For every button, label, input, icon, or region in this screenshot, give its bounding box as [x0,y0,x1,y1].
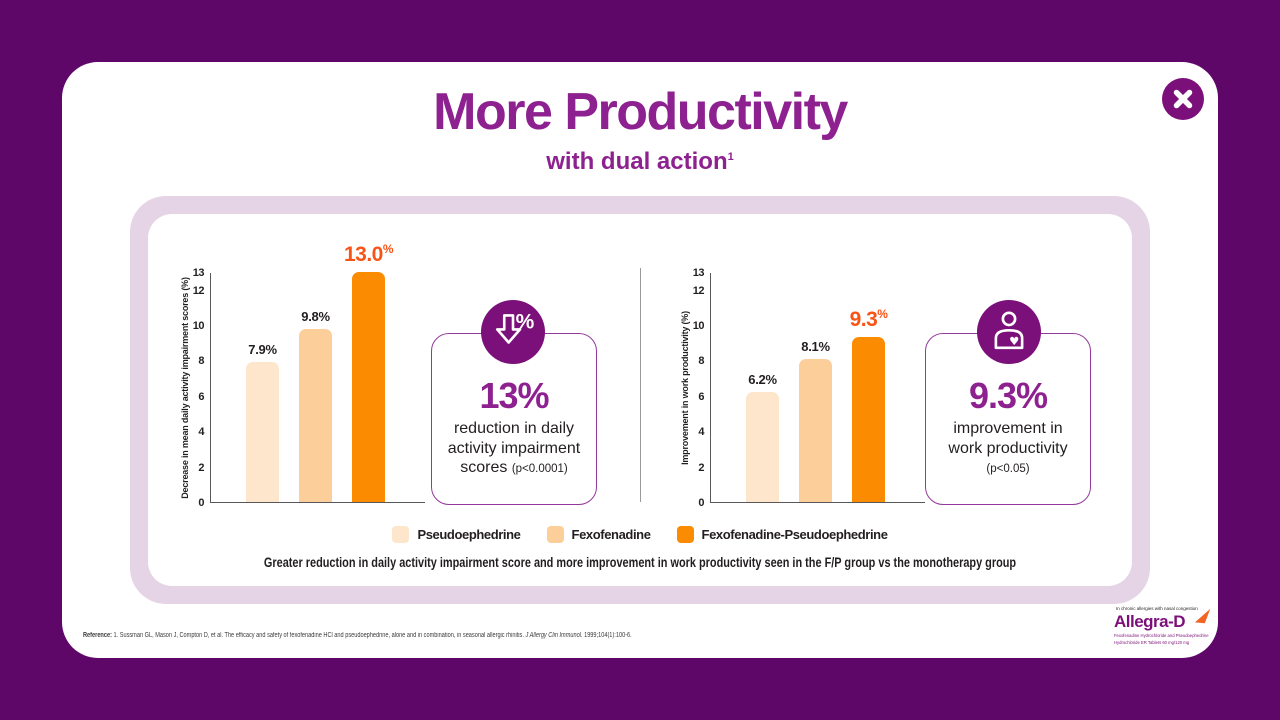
bar-pseudoephedrine [246,362,279,502]
svg-text:♥: ♥ [1009,334,1019,348]
callout-headline: 9.3% [968,375,1048,416]
y-tick-label: 10 [692,320,705,333]
y-tick-label: 2 [698,461,704,474]
svg-text:%: % [516,311,535,334]
close-button[interactable] [1162,78,1204,120]
y-tick-label: 10 [192,320,205,333]
person-heart-icon: ♥ [977,300,1041,364]
page-title: More Productivity [433,83,848,141]
y-tick-label: 8 [698,355,704,368]
y-tick-label: 4 [198,426,204,439]
y-tick-label: 12 [192,284,205,297]
page-subtitle: with dual action1 [62,148,1218,176]
p-value: (p<0.05) [986,463,1030,476]
plot-area: 0 2 4 6 8 10 12 13 7.9% 9.8% 13.0% [193,242,425,509]
bar-value-label: 6.2% [748,372,777,388]
bar-fexofenadine [299,328,332,502]
legend-swatch [392,526,410,543]
logo-subline-2: Hydrochloride ER Tablets 60 mg/120 mg [1114,639,1190,645]
logo-tagline: In chronic allergies with nasal congesti… [1116,606,1198,611]
callout-work-productivity: 9.3% improvement in work productivity (p… [925,333,1091,505]
subtitle-reference-mark: 1 [727,151,734,163]
reference-body: 1. Sussman GL, Mason J, Compton D, et al… [111,632,526,639]
bar-value-label: 13.0% [343,242,394,266]
plot-area: 0 2 4 6 8 10 12 13 6.2% 8.1% 9.3% [693,267,925,509]
bar-value-label: 9.3% [849,307,888,332]
chart-legend: Pseudoephedrine Fexofenadine Fexofenadine-… [62,526,1218,543]
percent-down-icon: % [481,300,545,364]
logo-brand-name: Allegra-D [1114,608,1224,632]
bar-pseudoephedrine [746,392,779,502]
reference-journal: J Allergy Clin Immunol. [525,632,583,639]
bar-value-label: 8.1% [801,338,830,354]
subtitle-text: with dual action [546,148,728,175]
allegra-d-logo: In chronic allergies with nasal congesti… [1114,606,1224,645]
y-tick-label: 12 [692,284,705,297]
legend-label: Fexofenadine [571,527,651,542]
bar-fexofenadine [799,358,832,502]
bar-value-label: 7.9% [248,342,277,358]
reference-text: Reference: 1. Sussman GL, Mason J, Compt… [83,632,632,639]
reference-label: Reference: [83,632,112,639]
y-tick-label: 0 [698,497,704,509]
y-tick-label: 4 [698,426,704,439]
legend-item: Fexofenadine [546,526,651,543]
y-tick-label: 6 [698,390,704,403]
y-tick-label: 6 [198,390,204,403]
y-tick-label: 2 [198,461,204,474]
legend-item: Fexofenadine-Pseudoephedrine [676,526,888,543]
p-value: (p<0.0001) [511,463,568,476]
legend-label: Pseudoephedrine [417,527,521,542]
y-tick-label: 8 [198,355,204,368]
bar-value-label: 9.8% [301,308,330,324]
bar-fexofenadine-pseudoephedrine [352,272,385,502]
callout-body: improvement in work productivity (p<0.05… [926,419,1090,478]
callout-body-text: improvement in work productivity [948,420,1068,457]
legend-swatch [546,526,564,543]
logo-brand-text: Allegra-D [1114,612,1186,631]
y-tick-label: 13 [692,267,705,279]
y-tick-label: 13 [192,267,205,279]
logo-subline-1: Fexofenadine Hydrochloride and Pseudoeph… [1114,633,1209,638]
callout-body: reduction in daily activity impairment s… [432,419,596,478]
reference-tail: 1999;104(1):100-6. [582,632,632,639]
key-takeaway-caption: Greater reduction in daily activity impa… [263,554,1017,570]
chart-daily-activity-impairment: Decrease in mean daily activity impairme… [150,242,490,533]
chart-divider [640,268,641,502]
bar-fexofenadine-pseudoephedrine [852,337,885,502]
logo-sail-icon [1194,608,1211,624]
y-tick-label: 0 [198,497,204,509]
content-card: More Productivity with dual action1 Decr… [62,62,1218,658]
legend-label: Fexofenadine-Pseudoephedrine [701,527,888,542]
legend-item: Pseudoephedrine [392,526,521,543]
legend-swatch [676,526,694,543]
callout-headline: 13% [479,375,549,416]
callout-body-text: reduction in daily activity impairment s… [447,420,581,477]
close-icon [1173,89,1193,109]
